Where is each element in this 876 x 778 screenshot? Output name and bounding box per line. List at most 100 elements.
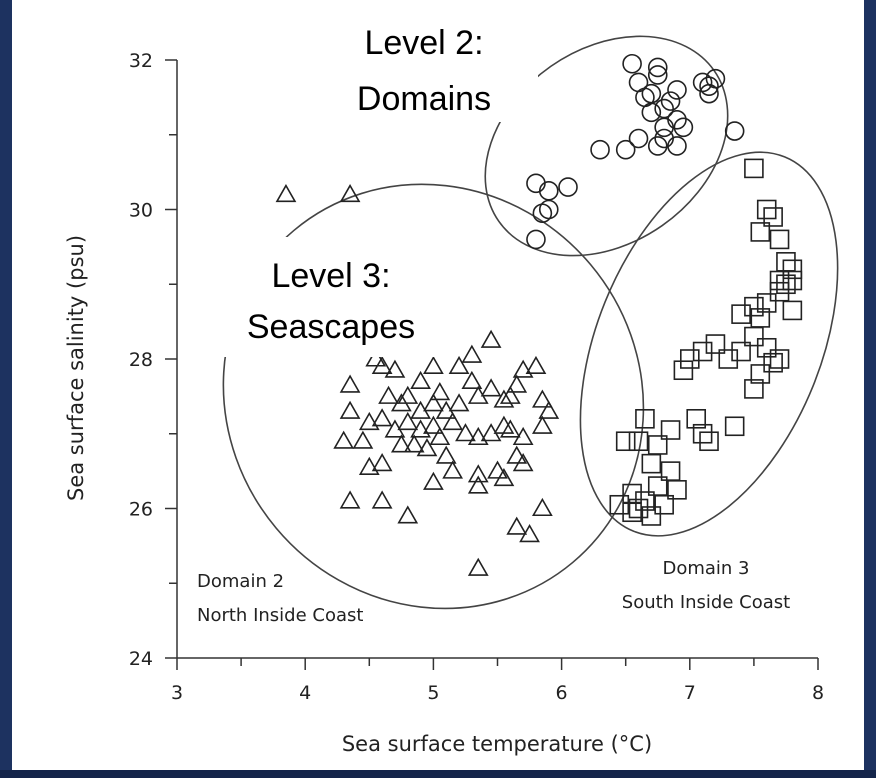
y-tick-label: 28: [129, 349, 153, 371]
square-point: [782, 270, 803, 291]
triangle-point: [506, 374, 528, 393]
triangle-point: [467, 475, 489, 494]
triangle-point: [467, 464, 489, 483]
triangle-point: [525, 355, 547, 375]
triangle-point: [352, 430, 374, 449]
triangle-point: [538, 400, 560, 419]
square-point: [750, 364, 771, 384]
square-point: [782, 300, 803, 321]
circle-point: [590, 139, 610, 160]
triangle-point: [403, 434, 425, 453]
triangle-point: [339, 400, 361, 419]
triangle-point: [365, 348, 387, 367]
triangle-point: [493, 389, 515, 408]
triangle-point: [512, 359, 534, 378]
square-point: [692, 341, 713, 362]
circle-point: [667, 80, 687, 100]
square-point: [628, 498, 649, 519]
circle-point: [699, 76, 719, 96]
triangle-point: [429, 426, 451, 446]
level3-label-line1: Level 3:: [271, 257, 390, 295]
triangle-point: [531, 415, 553, 434]
triangle-point: [435, 445, 457, 464]
triangle-point: [467, 557, 489, 576]
square-point: [609, 494, 630, 515]
triangle-point: [531, 497, 553, 517]
triangle-point: [371, 453, 393, 472]
domain3-label-line1: Domain 3: [662, 558, 749, 579]
triangle-point: [397, 505, 419, 524]
circle-point: [641, 102, 662, 123]
circle-point: [647, 136, 668, 156]
triangle-point: [378, 385, 399, 404]
circle-point: [673, 117, 694, 138]
circle-point: [538, 181, 559, 201]
square-point: [641, 453, 662, 474]
triangle-point: [442, 460, 464, 479]
circle-point: [538, 199, 559, 220]
square-point: [718, 349, 739, 369]
square-point: [769, 281, 790, 302]
square-point: [615, 431, 636, 452]
triangle-point: [487, 460, 508, 479]
level3-label-bg: [210, 237, 460, 357]
square-point: [724, 416, 745, 437]
triangle-point: [371, 408, 393, 427]
triangle-point: [339, 490, 361, 509]
triangle-point: [461, 344, 483, 363]
triangle-point: [480, 378, 502, 397]
circle-point: [692, 72, 713, 93]
triangle-point: [410, 419, 431, 438]
level3-label-line2: Seascapes: [247, 308, 415, 346]
triangle-point: [480, 329, 502, 348]
x-axis-title: Sea surface temperature (°C): [342, 732, 652, 756]
triangle-point: [448, 355, 470, 375]
triangle-point: [371, 490, 393, 509]
triangle-point: [423, 415, 444, 434]
triangle-point: [416, 438, 438, 457]
square-point: [750, 222, 771, 242]
square-point: [705, 334, 726, 354]
square-point: [679, 349, 700, 369]
square-point: [635, 491, 655, 511]
triangle-point: [531, 389, 553, 408]
triangle-point: [275, 183, 297, 203]
square-point: [744, 158, 764, 179]
triangle-point: [455, 423, 476, 442]
square-point: [635, 408, 655, 429]
square-point: [699, 431, 719, 452]
circle-point: [667, 110, 687, 130]
square-point: [731, 304, 751, 324]
square-point: [673, 360, 694, 381]
x-tick-label: 3: [171, 682, 183, 704]
axes: 3 4 5 6 7 8 24 26 28 30 32: [129, 50, 824, 704]
triangle-point: [493, 467, 515, 487]
square-point: [756, 293, 777, 313]
triangle-point: [423, 471, 444, 490]
circle-point: [654, 128, 674, 149]
x-tick-label: 7: [684, 682, 696, 704]
square-point: [744, 296, 764, 317]
circle-point: [641, 83, 662, 104]
level2-label-bg: [318, 10, 538, 122]
circle-point: [532, 203, 553, 224]
level2-label-line1: Level 2:: [364, 24, 483, 62]
triangle-point: [506, 516, 528, 535]
triangle-point: [429, 382, 451, 401]
square-point: [744, 379, 764, 399]
triangle-point: [499, 385, 521, 404]
circle-point: [660, 91, 681, 111]
cluster-ellipses: [222, 35, 839, 610]
y-tick-label: 26: [129, 499, 153, 521]
triangle-point: [339, 374, 361, 393]
square-point: [641, 506, 662, 526]
square-point: [628, 431, 649, 452]
triangle-point: [397, 411, 419, 431]
circle-point: [667, 136, 687, 156]
y-tick-label: 30: [129, 200, 153, 222]
y-tick-label: 24: [129, 648, 153, 670]
circle-point: [622, 53, 642, 74]
circle-point: [705, 68, 726, 89]
square-point: [744, 326, 764, 347]
